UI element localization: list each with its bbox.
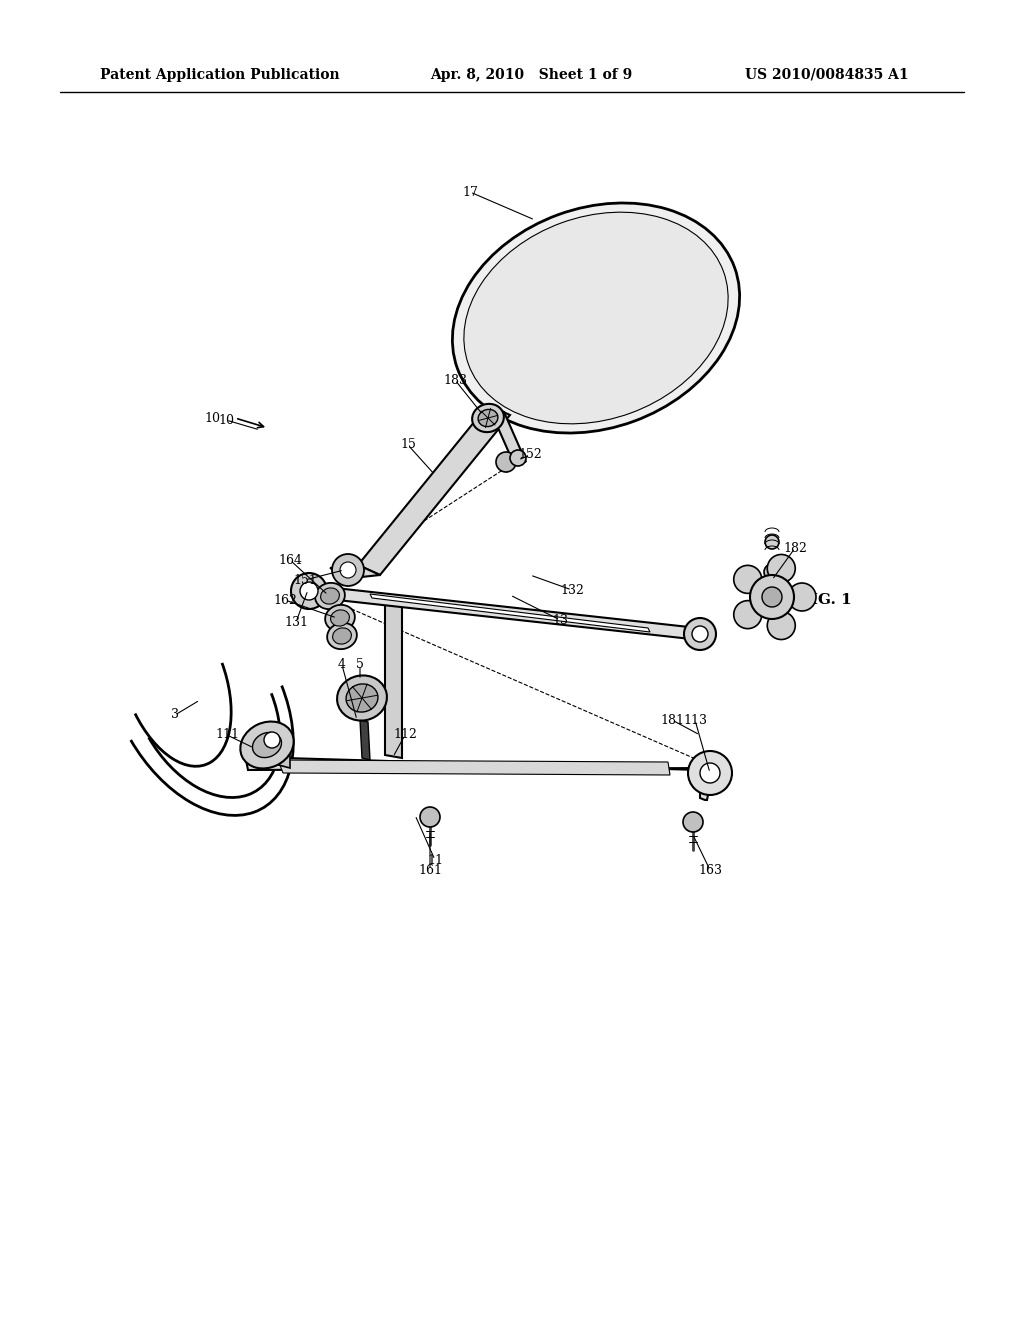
Text: 163: 163: [698, 863, 722, 876]
Text: FIG. 1: FIG. 1: [800, 593, 852, 607]
Circle shape: [332, 554, 364, 586]
Text: 113: 113: [683, 714, 707, 726]
Text: 3: 3: [171, 709, 179, 722]
Circle shape: [420, 807, 440, 828]
Polygon shape: [488, 405, 526, 462]
Text: 112: 112: [393, 729, 417, 742]
Circle shape: [510, 450, 526, 466]
Ellipse shape: [472, 404, 504, 432]
Circle shape: [264, 733, 280, 748]
Circle shape: [750, 576, 794, 619]
Circle shape: [300, 582, 318, 601]
Polygon shape: [245, 752, 710, 800]
Text: 152: 152: [518, 449, 542, 462]
Ellipse shape: [321, 587, 339, 605]
Text: 111: 111: [215, 729, 239, 742]
Text: 131: 131: [284, 615, 308, 628]
Ellipse shape: [453, 203, 739, 433]
Ellipse shape: [331, 610, 349, 626]
Ellipse shape: [346, 684, 378, 711]
Ellipse shape: [514, 240, 694, 385]
Ellipse shape: [333, 628, 351, 644]
Polygon shape: [385, 597, 402, 758]
Ellipse shape: [496, 238, 696, 399]
Polygon shape: [330, 565, 380, 578]
Text: 183: 183: [443, 374, 467, 387]
Circle shape: [340, 562, 356, 578]
Polygon shape: [248, 738, 290, 768]
Ellipse shape: [485, 230, 707, 407]
Ellipse shape: [582, 290, 635, 333]
Text: 151: 151: [293, 573, 317, 586]
Polygon shape: [360, 719, 370, 760]
Text: 5: 5: [356, 659, 364, 672]
Ellipse shape: [315, 583, 345, 609]
Ellipse shape: [478, 409, 498, 426]
Text: Patent Application Publication: Patent Application Publication: [100, 69, 340, 82]
Circle shape: [767, 611, 796, 639]
Text: 132: 132: [560, 583, 584, 597]
Text: Apr. 8, 2010   Sheet 1 of 9: Apr. 8, 2010 Sheet 1 of 9: [430, 69, 632, 82]
Text: 181: 181: [660, 714, 684, 726]
Circle shape: [688, 751, 732, 795]
Ellipse shape: [538, 257, 674, 367]
Text: US 2010/0084835 A1: US 2010/0084835 A1: [745, 69, 908, 82]
Ellipse shape: [475, 222, 717, 414]
Ellipse shape: [253, 733, 282, 758]
Circle shape: [765, 535, 779, 549]
Text: 161: 161: [418, 863, 442, 876]
Polygon shape: [370, 594, 650, 632]
Ellipse shape: [241, 722, 294, 768]
Text: 11: 11: [427, 854, 443, 866]
Circle shape: [692, 626, 708, 642]
Text: 15: 15: [400, 438, 416, 451]
Ellipse shape: [326, 605, 355, 631]
Text: 164: 164: [278, 553, 302, 566]
Circle shape: [684, 618, 716, 649]
Polygon shape: [358, 405, 510, 576]
Text: 4: 4: [338, 659, 346, 672]
Text: 13: 13: [552, 614, 568, 627]
Circle shape: [683, 812, 703, 832]
Circle shape: [700, 763, 720, 783]
Text: 182: 182: [783, 541, 807, 554]
Ellipse shape: [337, 676, 387, 721]
Polygon shape: [278, 760, 670, 775]
Circle shape: [762, 587, 782, 607]
Circle shape: [764, 564, 780, 579]
Ellipse shape: [327, 623, 357, 649]
Circle shape: [598, 298, 622, 322]
Circle shape: [496, 451, 516, 473]
Text: 162: 162: [273, 594, 297, 606]
Ellipse shape: [464, 213, 728, 424]
Polygon shape: [308, 585, 700, 640]
Circle shape: [734, 601, 762, 628]
Circle shape: [291, 573, 327, 609]
Text: 10: 10: [218, 413, 234, 426]
Text: 17: 17: [462, 186, 478, 198]
Circle shape: [788, 583, 816, 611]
Text: 10: 10: [204, 412, 220, 425]
Circle shape: [767, 554, 796, 582]
Circle shape: [734, 565, 762, 594]
